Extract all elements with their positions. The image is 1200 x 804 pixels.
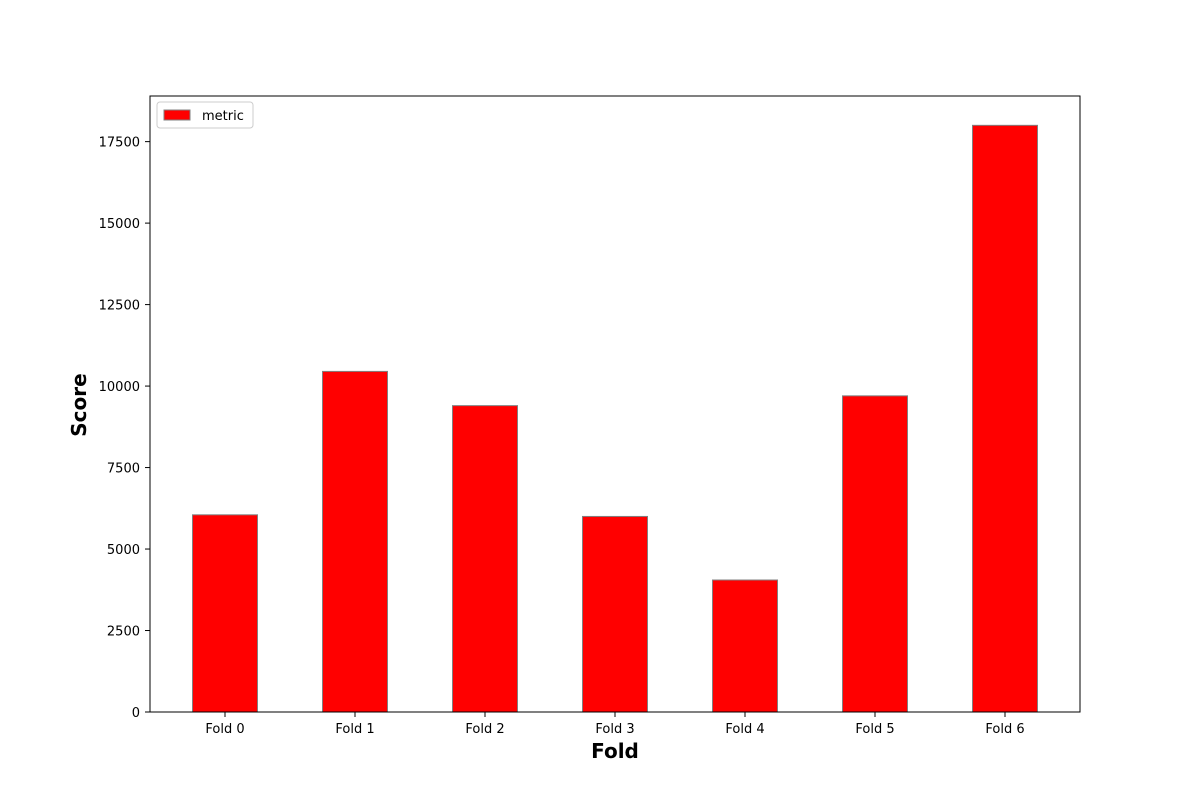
x-tick-label: Fold 1 bbox=[335, 722, 374, 737]
bar-fold-2 bbox=[452, 405, 518, 713]
bar-fold-4 bbox=[712, 579, 778, 713]
y-tick-label: 12500 bbox=[99, 299, 140, 314]
x-tick-label: Fold 2 bbox=[465, 722, 504, 737]
x-axis: Fold 0 Fold 1 Fold 2 Fold 3 Fold 4 Fold 5 Fold… bbox=[205, 712, 1025, 737]
bar-fold-0 bbox=[192, 514, 258, 713]
bar-fold-5 bbox=[842, 395, 908, 713]
y-axis-title: Score bbox=[67, 373, 91, 436]
y-axis: 0 2500 5000 7500 10000 12500 15000 17500 bbox=[99, 136, 150, 721]
y-tick-label: 2500 bbox=[107, 625, 140, 640]
legend-swatch-metric bbox=[163, 109, 191, 121]
legend-label-metric: metric bbox=[202, 109, 244, 124]
bar-fold-3 bbox=[582, 515, 648, 713]
x-axis-title: Fold bbox=[591, 739, 639, 763]
y-tick-label: 7500 bbox=[107, 462, 140, 477]
y-tick-label: 17500 bbox=[99, 136, 140, 151]
bar-fold-1 bbox=[322, 370, 388, 713]
bar-fold-6 bbox=[972, 124, 1038, 713]
bars-layer bbox=[192, 124, 1038, 713]
x-tick-label: Fold 6 bbox=[985, 722, 1024, 737]
x-tick-label: Fold 3 bbox=[595, 722, 634, 737]
x-tick-label: Fold 4 bbox=[725, 722, 764, 737]
y-tick-label: 10000 bbox=[99, 380, 140, 395]
legend: metric bbox=[156, 101, 254, 129]
y-tick-label: 15000 bbox=[99, 217, 140, 232]
y-tick-label: 5000 bbox=[107, 543, 140, 558]
y-tick-label: 0 bbox=[132, 706, 140, 721]
x-tick-label: Fold 0 bbox=[205, 722, 244, 737]
x-tick-label: Fold 5 bbox=[855, 722, 894, 737]
legend-frame bbox=[156, 101, 254, 129]
